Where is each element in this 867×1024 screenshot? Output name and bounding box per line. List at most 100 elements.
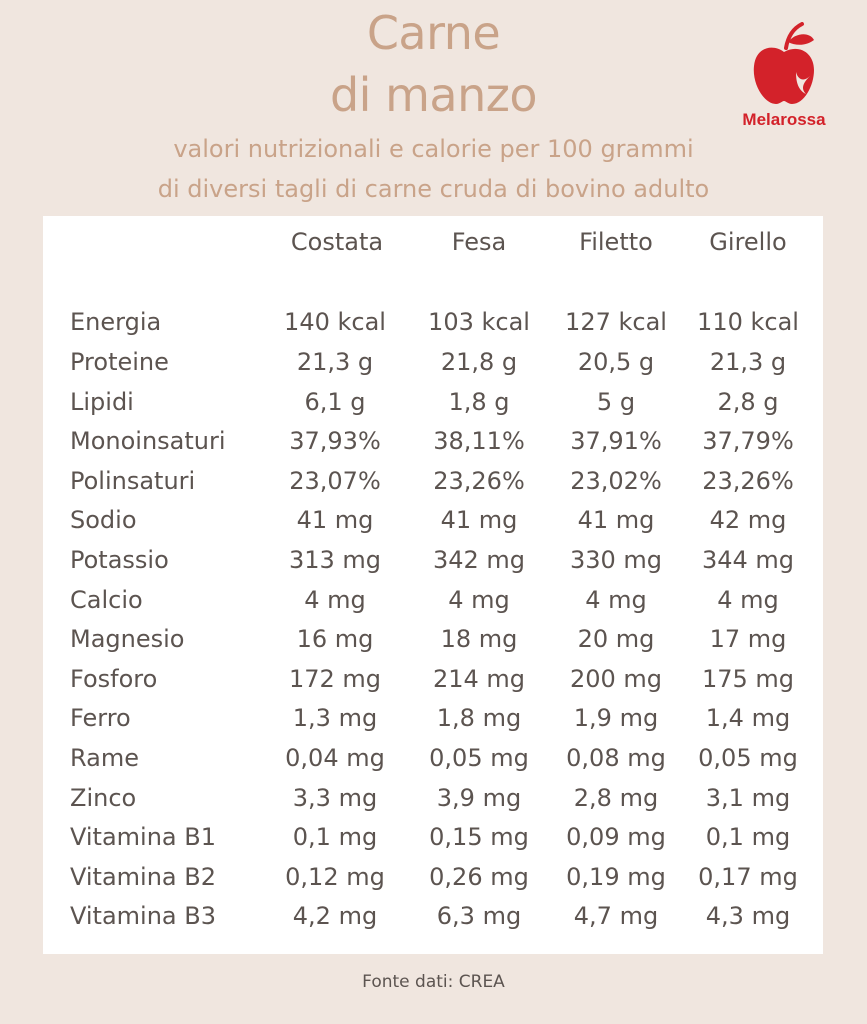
nutrition-table-panel: [43, 216, 823, 954]
table-cell: 38,11%: [433, 427, 525, 455]
row-label: Vitamina B3: [70, 902, 217, 930]
table-row: Rame 0,04 mg 0,05 mg 0,08 mg 0,05 mg: [0, 738, 867, 778]
table-cell: 1,4 mg: [705, 704, 791, 732]
row-label: Energia: [70, 308, 162, 336]
table-cell: 0,1 mg: [292, 823, 378, 851]
table-cell: 200 mg: [569, 665, 663, 693]
table-cell: 23,26%: [433, 467, 525, 495]
table-cell: 4,3 mg: [705, 902, 791, 930]
table-row: Energia 140 kcal 103 kcal 127 kcal 110 k…: [0, 302, 867, 342]
table-cell: 16 mg: [296, 625, 374, 653]
subtitle-line-2: di diversi tagli di carne cruda di bovin…: [157, 175, 710, 203]
table-cell: 18 mg: [440, 625, 518, 653]
row-label: Lipidi: [70, 388, 134, 416]
table-cell: 5 g: [596, 388, 636, 416]
table-cell: 0,19 mg: [566, 863, 666, 891]
table-row: Monoinsaturi 37,93% 38,11% 37,91% 37,79%: [0, 421, 867, 461]
table-row: Sodio 41 mg 41 mg 41 mg 42 mg: [0, 500, 867, 540]
table-cell: 4 mg: [304, 586, 366, 614]
table-row: Magnesio 16 mg 18 mg 20 mg 17 mg: [0, 619, 867, 659]
table-cell: 17 mg: [709, 625, 787, 653]
table-row: Calcio 4 mg 4 mg 4 mg 4 mg: [0, 580, 867, 620]
row-label: Magnesio: [70, 625, 185, 653]
table-cell: 21,8 g: [440, 348, 518, 376]
table-cell: 172 mg: [288, 665, 382, 693]
table-cell: 214 mg: [432, 665, 526, 693]
column-header-girello: Girello: [709, 228, 787, 256]
table-cell: 37,91%: [570, 427, 662, 455]
table-cell: 0,15 mg: [429, 823, 529, 851]
row-label: Rame: [70, 744, 139, 772]
row-label: Vitamina B2: [70, 863, 217, 891]
table-cell: 37,79%: [702, 427, 794, 455]
table-row: Proteine 21,3 g 21,8 g 20,5 g 21,3 g: [0, 342, 867, 382]
page-title-line-1: Carne: [366, 6, 501, 60]
table-cell: 42 mg: [709, 506, 787, 534]
table-cell: 0,04 mg: [285, 744, 385, 772]
table-cell: 0,12 mg: [285, 863, 385, 891]
table-cell: 4 mg: [585, 586, 647, 614]
row-label: Sodio: [70, 506, 137, 534]
table-cell: 0,1 mg: [705, 823, 791, 851]
table-cell: 41 mg: [577, 506, 655, 534]
table-cell: 0,17 mg: [698, 863, 798, 891]
table-cell: 20 mg: [577, 625, 655, 653]
table-cell: 330 mg: [569, 546, 663, 574]
brand-logo: Melarossa: [734, 22, 834, 137]
table-cell: 127 kcal: [565, 308, 667, 336]
table-cell: 344 mg: [701, 546, 795, 574]
table-cell: 6,3 mg: [436, 902, 522, 930]
table-row: Vitamina B1 0,1 mg 0,15 mg 0,09 mg 0,1 m…: [0, 817, 867, 857]
table-cell: 3,1 mg: [705, 784, 791, 812]
page-title-line-2: di manzo: [329, 68, 538, 122]
table-cell: 21,3 g: [296, 348, 374, 376]
row-label: Calcio: [70, 586, 143, 614]
table-cell: 175 mg: [701, 665, 795, 693]
table-cell: 23,07%: [289, 467, 381, 495]
table-cell: 4,7 mg: [573, 902, 659, 930]
column-header-filetto: Filetto: [579, 228, 653, 256]
table-row: Vitamina B2 0,12 mg 0,26 mg 0,19 mg 0,17…: [0, 857, 867, 897]
table-cell: 103 kcal: [428, 308, 530, 336]
table-row: Ferro 1,3 mg 1,8 mg 1,9 mg 1,4 mg: [0, 698, 867, 738]
table-cell: 342 mg: [432, 546, 526, 574]
column-header-fesa: Fesa: [451, 228, 507, 256]
table-cell: 2,8 mg: [573, 784, 659, 812]
table-cell: 110 kcal: [697, 308, 799, 336]
row-label: Vitamina B1: [70, 823, 217, 851]
table-cell: 23,26%: [702, 467, 794, 495]
table-cell: 4 mg: [717, 586, 779, 614]
table-row: Polinsaturi 23,07% 23,26% 23,02% 23,26%: [0, 461, 867, 501]
table-cell: 313 mg: [288, 546, 382, 574]
row-label: Ferro: [70, 704, 131, 732]
table-cell: 41 mg: [440, 506, 518, 534]
table-row: Fosforo 172 mg 214 mg 200 mg 175 mg: [0, 659, 867, 699]
table-cell: 4 mg: [448, 586, 510, 614]
table-cell: 6,1 g: [304, 388, 366, 416]
table-cell: 1,3 mg: [292, 704, 378, 732]
table-cell: 4,2 mg: [292, 902, 378, 930]
source-note: Fonte dati: CREA: [362, 972, 505, 992]
column-header-costata: Costata: [290, 228, 384, 256]
table-cell: 1,8 mg: [436, 704, 522, 732]
table-cell: 3,3 mg: [292, 784, 378, 812]
table-cell: 37,93%: [289, 427, 381, 455]
row-label: Zinco: [70, 784, 137, 812]
row-label: Proteine: [70, 348, 169, 376]
table-cell: 140 kcal: [284, 308, 386, 336]
table-row: Lipidi 6,1 g 1,8 g 5 g 2,8 g: [0, 382, 867, 422]
table-cell: 3,9 mg: [436, 784, 522, 812]
row-label: Potassio: [70, 546, 169, 574]
table-row: Vitamina B3 4,2 mg 6,3 mg 4,7 mg 4,3 mg: [0, 896, 867, 936]
brand-name: Melarossa: [742, 110, 826, 129]
table-cell: 0,08 mg: [566, 744, 666, 772]
table-cell: 41 mg: [296, 506, 374, 534]
apple-icon: [753, 22, 814, 104]
table-cell: 21,3 g: [709, 348, 787, 376]
table-cell: 0,09 mg: [566, 823, 666, 851]
table-cell: 0,05 mg: [698, 744, 798, 772]
table-cell: 1,9 mg: [573, 704, 659, 732]
table-cell: 0,05 mg: [429, 744, 529, 772]
table-row: Zinco 3,3 mg 3,9 mg 2,8 mg 3,1 mg: [0, 778, 867, 818]
subtitle-line-1: valori nutrizionali e calorie per 100 gr…: [173, 135, 694, 163]
